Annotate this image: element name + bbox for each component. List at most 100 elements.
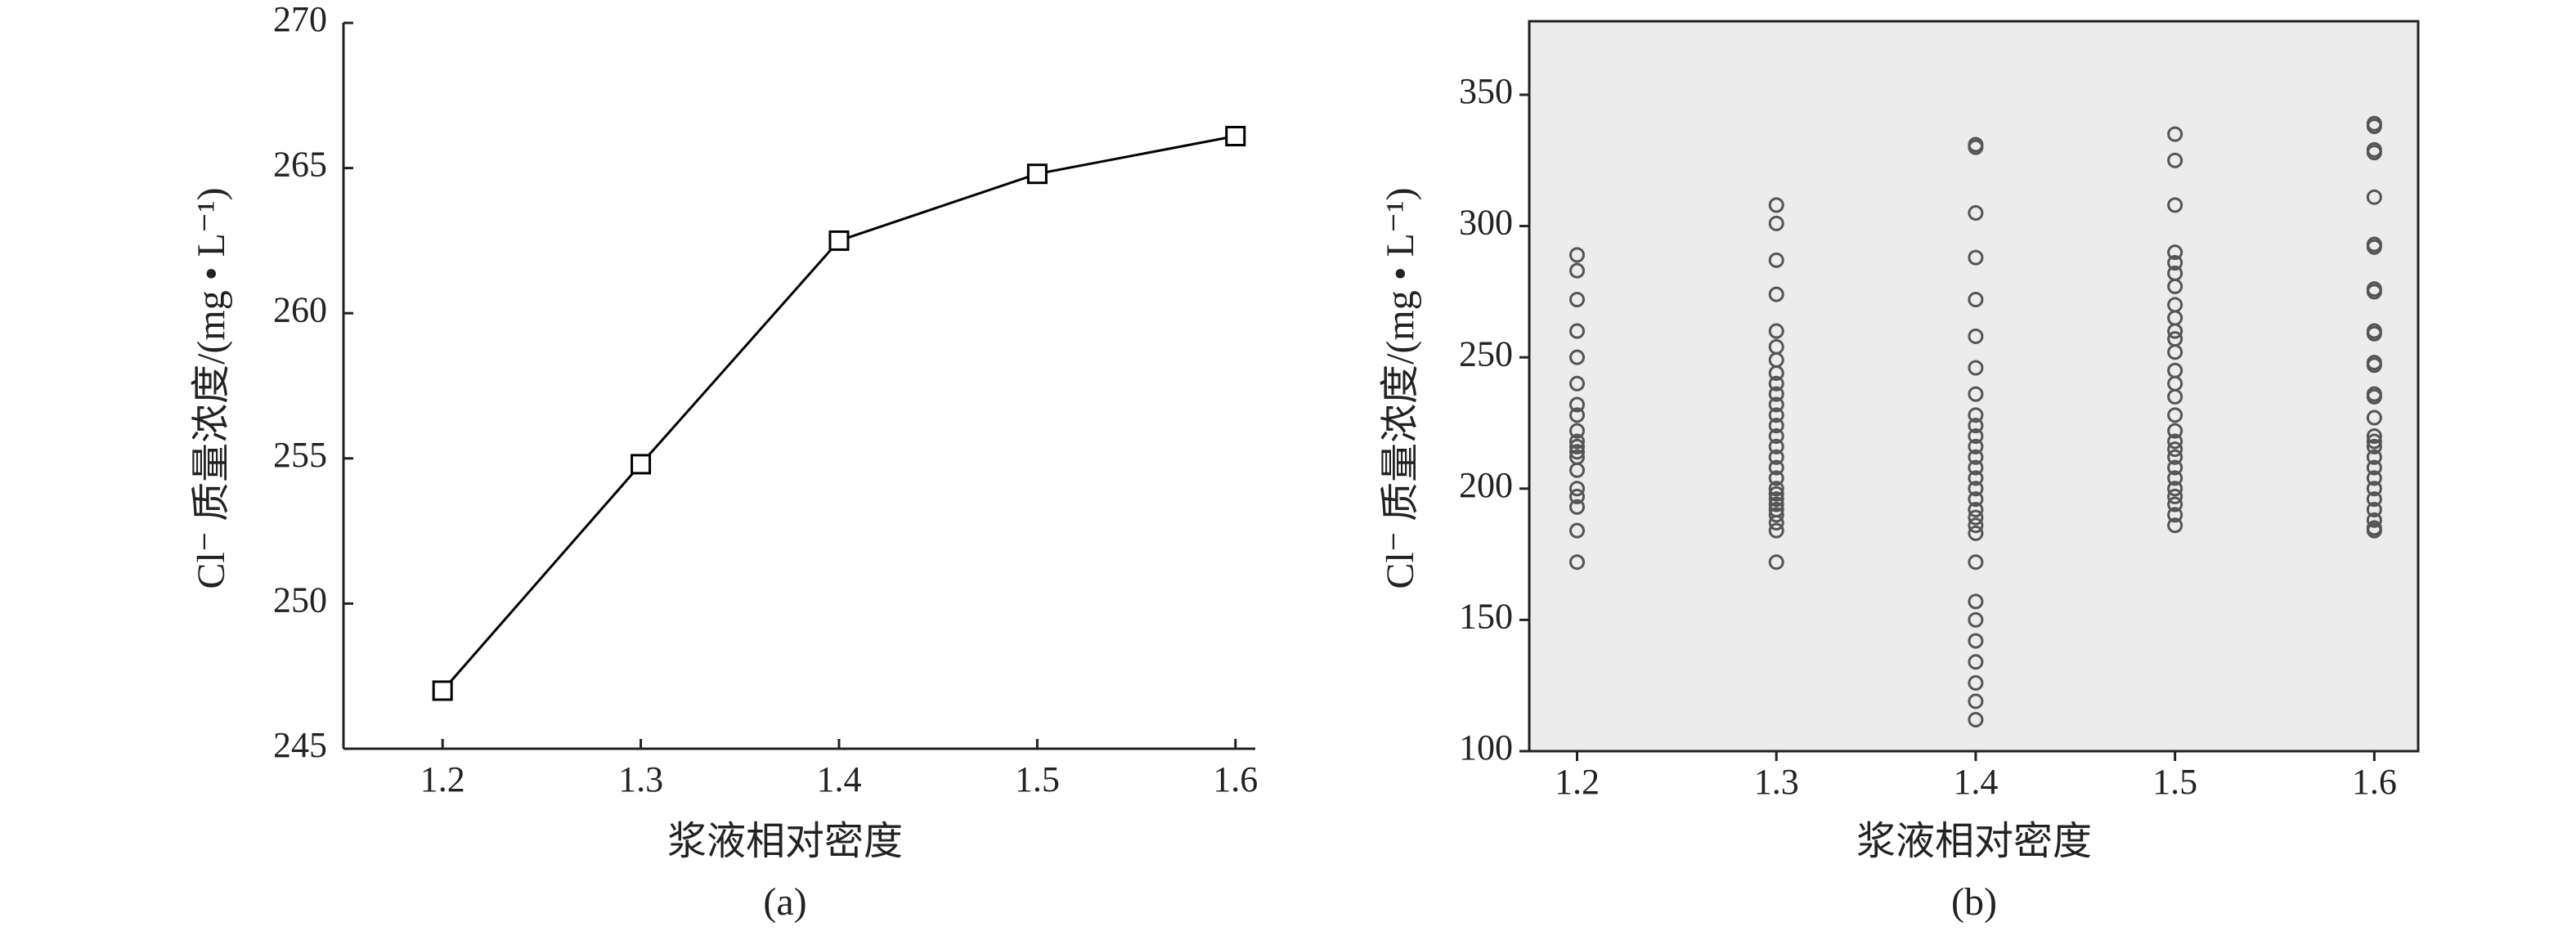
y-tick-label: 350 [1459, 71, 1513, 111]
point [1768, 449, 1784, 465]
point [2167, 481, 2183, 497]
point [1968, 438, 1984, 454]
point [1768, 491, 1784, 508]
point [1768, 522, 1784, 539]
point [1768, 323, 1784, 339]
marker [631, 454, 652, 475]
point [1968, 593, 1984, 610]
point [1568, 291, 1585, 307]
y-axis-label: Cl⁻ 质量浓度/(mg • L⁻¹) [1379, 187, 1422, 589]
point [1568, 247, 1585, 263]
y-tick-label: 200 [1459, 465, 1513, 505]
y-tick-label: 260 [273, 289, 327, 329]
point [2167, 433, 2183, 450]
point [1568, 481, 1585, 497]
point [2167, 449, 2183, 465]
point [2167, 255, 2183, 271]
point [1768, 438, 1784, 454]
point [1968, 501, 1984, 517]
x-axis-label: 浆液相对密度 [667, 820, 903, 863]
line [442, 135, 1236, 692]
point [1968, 693, 1984, 709]
y-tick-label: 100 [1459, 727, 1513, 768]
point [1768, 428, 1784, 445]
point [1568, 462, 1585, 478]
point [2167, 423, 2183, 439]
point [1968, 509, 1984, 526]
point [2366, 512, 2382, 528]
point [1968, 428, 1984, 445]
point [1768, 396, 1784, 413]
point [1968, 459, 1984, 476]
point [1768, 515, 1784, 531]
point [2167, 344, 2183, 360]
x-tick-label: 1.4 [1953, 762, 1998, 802]
point [2366, 145, 2382, 161]
marker [1026, 163, 1048, 185]
point [1768, 470, 1784, 486]
point [1968, 139, 1984, 155]
point [2167, 488, 2183, 504]
point [2366, 388, 2382, 405]
point [1568, 522, 1585, 539]
x-tick-label: 1.3 [618, 759, 663, 799]
point [1968, 407, 1984, 423]
point [1968, 449, 1984, 465]
point [1968, 470, 1984, 486]
point [1968, 418, 1984, 434]
point [2366, 481, 2382, 497]
point [2167, 459, 2183, 476]
marker [432, 680, 453, 701]
point [1968, 491, 1984, 508]
point [1968, 386, 1984, 402]
x-tick-label: 1.5 [1015, 759, 1060, 799]
point [2366, 491, 2382, 508]
point [2167, 507, 2183, 523]
point [2366, 449, 2382, 465]
x-tick-label: 1.6 [1213, 759, 1258, 799]
point [1968, 291, 1984, 307]
point [1968, 481, 1984, 497]
point [1968, 328, 1984, 344]
point [2167, 388, 2183, 405]
point [1768, 215, 1784, 231]
point [1768, 365, 1784, 381]
point [2167, 323, 2183, 339]
point [1968, 204, 1984, 221]
plot-background [1528, 20, 2420, 753]
point [1768, 375, 1784, 392]
point [1568, 375, 1585, 392]
point [1568, 323, 1585, 339]
x-tick-label: 1.6 [2352, 762, 2397, 802]
point [2167, 126, 2183, 142]
point [2167, 517, 2183, 534]
point [1968, 611, 1984, 628]
point [1768, 252, 1784, 268]
point [2366, 325, 2382, 342]
point [2366, 433, 2382, 450]
point [1568, 396, 1585, 413]
point [2366, 284, 2382, 300]
point [2167, 470, 2183, 486]
y-axis-label: Cl⁻ 质量浓度/(mg • L⁻¹) [190, 187, 233, 589]
y-tick-label: 270 [273, 0, 327, 39]
point [1768, 286, 1784, 302]
x-tick-label: 1.4 [816, 759, 861, 799]
point [2366, 239, 2382, 255]
point [1568, 433, 1585, 450]
point [1968, 633, 1984, 649]
point [2366, 410, 2382, 426]
point [1968, 654, 1984, 670]
point [1768, 496, 1784, 512]
point [2167, 407, 2183, 423]
x-tick-label: 1.3 [1754, 762, 1799, 802]
point [1968, 517, 1984, 534]
point [1968, 525, 1984, 541]
point [2167, 278, 2183, 294]
y-tick-label: 245 [273, 725, 327, 765]
point [2366, 522, 2382, 539]
point [2366, 459, 2382, 476]
point [1568, 349, 1585, 365]
point [1568, 262, 1585, 279]
